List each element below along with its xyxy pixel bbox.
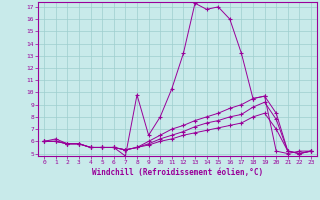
X-axis label: Windchill (Refroidissement éolien,°C): Windchill (Refroidissement éolien,°C) — [92, 168, 263, 177]
